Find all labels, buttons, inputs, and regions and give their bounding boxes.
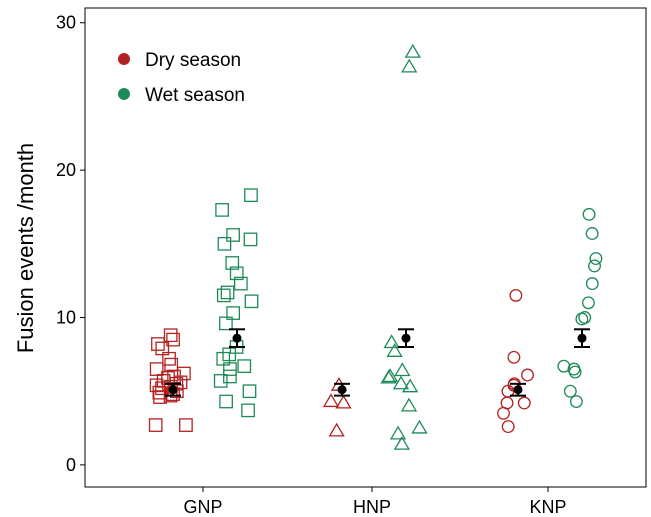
gnp-wet-point	[215, 203, 229, 217]
gnp-dry-point	[166, 332, 180, 347]
hnp-dry-point	[322, 393, 340, 408]
gnp-dry-point	[149, 378, 164, 393]
hnp-wet-point	[394, 362, 411, 377]
knp-dry-point	[509, 288, 523, 302]
gnp-dry-point	[177, 366, 191, 381]
gnp-wet-mean-point	[232, 333, 242, 343]
x-tick-label: HNP	[353, 497, 391, 517]
gnp-dry-point	[179, 418, 193, 432]
gnp-wet-point	[223, 362, 237, 376]
gnp-wet-point	[243, 232, 258, 247]
knp-wet-point	[581, 296, 595, 310]
gnp-dry-point	[163, 328, 178, 343]
y-tick-label: 30	[56, 13, 76, 33]
gnp-wet-point	[220, 285, 235, 300]
hnp-dry-point	[335, 394, 352, 409]
hnp-wet-point	[380, 369, 397, 384]
legend-label-dry-season: Dry season	[145, 50, 241, 71]
gnp-dry-point	[152, 385, 167, 400]
legend-swatch-dry-season	[118, 53, 130, 65]
hnp-dry-point	[328, 422, 345, 437]
gnp-dry-point	[148, 418, 163, 432]
hnp-wet-point	[402, 378, 419, 393]
legend-label-wet-season: Wet season	[145, 85, 245, 106]
y-axis-title: Fusion events /month	[13, 143, 38, 353]
gnp-dry-point	[173, 375, 188, 390]
hnp-wet-point	[386, 343, 403, 357]
hnp-wet-point	[401, 58, 418, 73]
hnp-wet-point	[400, 397, 418, 412]
y-tick-label: 0	[66, 455, 76, 475]
gnp-wet-point	[226, 228, 240, 242]
knp-dry-point	[507, 350, 521, 364]
mean-markers	[165, 328, 590, 397]
knp-wet-point	[582, 207, 596, 221]
gnp-wet-point	[226, 306, 241, 320]
knp-dry-point	[521, 368, 534, 382]
hnp-wet-mean-point	[401, 333, 411, 343]
gnp-wet-point	[241, 403, 255, 418]
y-tick-label: 20	[56, 160, 76, 180]
y-tick-label: 10	[56, 308, 76, 328]
plot-frame	[84, 7, 647, 488]
hnp-wet-point	[411, 419, 428, 434]
gnp-wet-point	[229, 266, 244, 281]
knp-wet-point	[585, 277, 599, 291]
hnp-wet-point	[383, 334, 400, 349]
hnp-wet-point	[392, 375, 410, 390]
knp-wet-point	[575, 312, 589, 326]
knp-wet-point	[588, 259, 601, 273]
knp-dry-point	[501, 420, 515, 434]
gnp-wet-point	[244, 188, 258, 203]
knp-dry-point	[497, 406, 510, 420]
gnp-dry-point	[149, 362, 164, 376]
gnp-wet-point	[225, 256, 240, 270]
knp-wet-point	[568, 365, 582, 379]
gnp-wet-point	[233, 276, 248, 291]
gnp-dry-mean-point	[168, 385, 178, 395]
hnp-wet-point	[393, 435, 411, 450]
hnp-wet-point	[389, 425, 407, 440]
data-points	[148, 43, 603, 450]
gnp-wet-point	[242, 384, 257, 399]
gnp-dry-point	[153, 390, 167, 404]
x-tick-label: GNP	[183, 497, 222, 517]
gnp-wet-point	[213, 374, 228, 388]
knp-wet-point	[563, 384, 577, 398]
knp-wet-point	[585, 227, 599, 240]
knp-dry-mean-point	[513, 385, 523, 395]
gnp-wet-point	[219, 316, 233, 331]
knp-wet-point	[589, 252, 603, 266]
knp-wet-mean-point	[577, 333, 587, 343]
hnp-dry-mean-point	[337, 385, 347, 395]
gnp-wet-point	[223, 369, 237, 384]
gnp-wet-point	[237, 359, 252, 373]
hnp-wet-point	[404, 43, 421, 58]
knp-dry-point	[517, 396, 531, 410]
gnp-dry-point	[151, 337, 165, 351]
gnp-wet-point	[244, 294, 259, 309]
legend: Dry season Wet season	[118, 50, 245, 106]
gnp-wet-point	[216, 288, 231, 303]
gnp-wet-point	[219, 394, 233, 409]
x-tick-label: KNP	[529, 497, 566, 517]
axes: 0 10 20 30 GNP HNP KNP	[56, 7, 647, 517]
knp-wet-point	[569, 395, 583, 408]
legend-swatch-wet-season	[118, 88, 130, 100]
gnp-wet-point	[217, 236, 232, 251]
